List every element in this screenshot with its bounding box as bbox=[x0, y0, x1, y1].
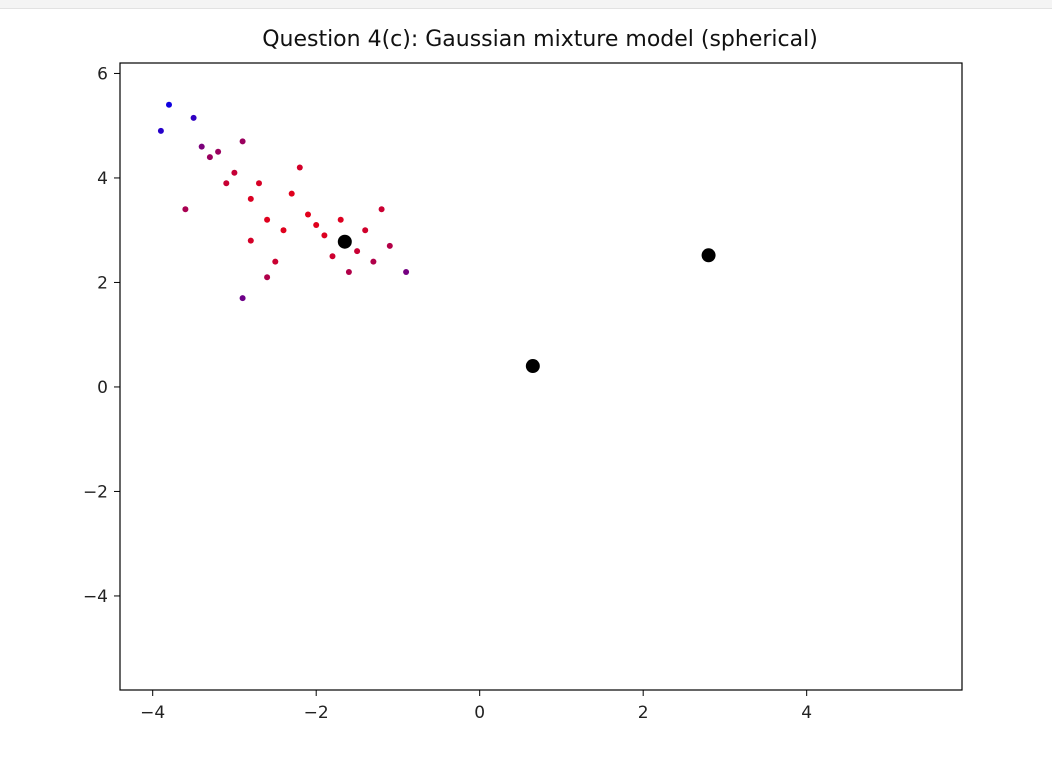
y-tick-label: 2 bbox=[97, 273, 108, 293]
y-tick-label: 6 bbox=[97, 64, 108, 84]
data-point bbox=[354, 248, 361, 255]
data-point bbox=[288, 190, 295, 197]
data-point bbox=[264, 274, 271, 281]
cluster-center-marker bbox=[525, 359, 540, 374]
data-point bbox=[362, 227, 369, 234]
data-point bbox=[329, 253, 336, 260]
data-point bbox=[370, 258, 377, 265]
plot-frame bbox=[119, 62, 963, 691]
y-tick-label: −2 bbox=[83, 482, 108, 502]
data-point bbox=[190, 114, 197, 121]
y-tick-label: −4 bbox=[83, 587, 108, 607]
data-point bbox=[305, 211, 311, 218]
cluster-center-marker bbox=[337, 234, 352, 249]
data-point bbox=[296, 164, 303, 171]
data-point bbox=[198, 143, 205, 150]
data-point bbox=[223, 180, 230, 187]
data-point bbox=[272, 258, 279, 265]
data-point bbox=[313, 222, 320, 228]
data-point bbox=[157, 127, 164, 134]
y-tick-label: 4 bbox=[97, 169, 108, 189]
x-tick-label: −4 bbox=[140, 703, 165, 723]
data-point bbox=[280, 227, 287, 234]
data-point bbox=[166, 101, 172, 108]
points-layer bbox=[157, 101, 410, 302]
data-point bbox=[247, 195, 254, 202]
ticks-layer: −4 −2 0 2 4 −4 −2 0 2 4 6 bbox=[83, 64, 812, 723]
data-point bbox=[206, 154, 213, 161]
data-point bbox=[239, 138, 246, 145]
x-tick-label: 2 bbox=[638, 703, 649, 723]
data-point bbox=[231, 169, 238, 176]
data-point bbox=[378, 206, 385, 213]
chart-title: Question 4(c): Gaussian mixture model (s… bbox=[262, 27, 818, 52]
x-tick-label: −2 bbox=[304, 703, 329, 723]
window-top-strip bbox=[0, 0, 1052, 9]
x-tick-label: 0 bbox=[474, 703, 485, 723]
data-point bbox=[215, 148, 222, 155]
y-tick-label: 0 bbox=[97, 378, 108, 398]
data-point bbox=[239, 295, 246, 302]
data-point bbox=[321, 232, 328, 239]
data-point bbox=[386, 242, 393, 249]
data-point bbox=[345, 269, 352, 275]
data-point bbox=[337, 216, 344, 223]
data-point bbox=[182, 206, 189, 213]
x-tick-label: 4 bbox=[801, 703, 812, 723]
data-point bbox=[247, 237, 254, 244]
cluster-center-marker bbox=[701, 248, 716, 263]
data-point bbox=[403, 269, 410, 275]
data-point bbox=[256, 180, 262, 187]
data-point bbox=[264, 216, 271, 223]
centers-layer bbox=[337, 234, 716, 374]
